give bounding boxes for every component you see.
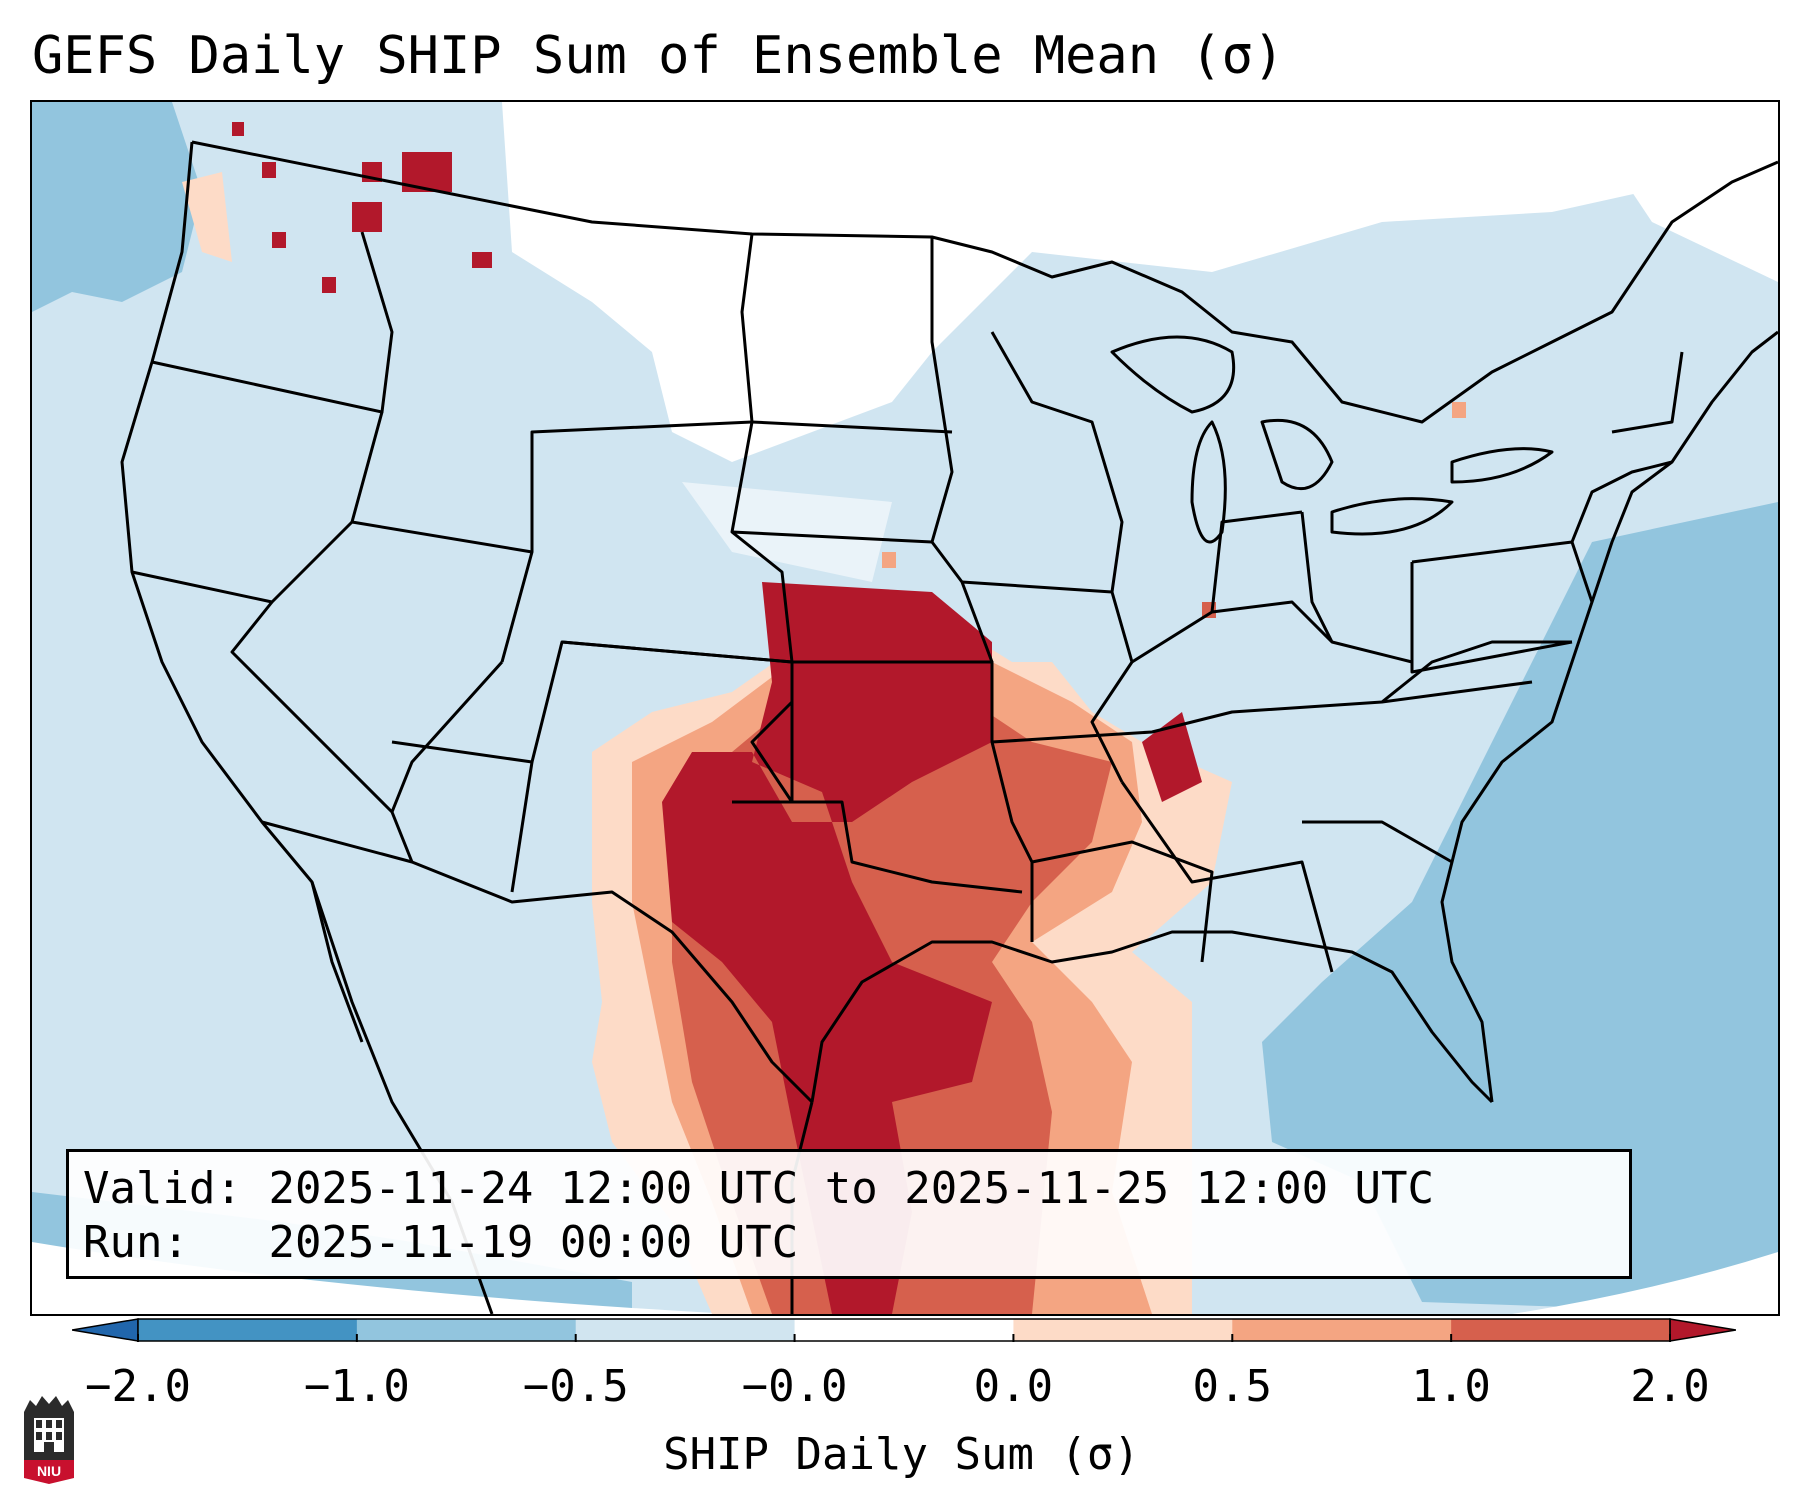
colorbar-under-arrow (72, 1318, 139, 1342)
run-info-box: Valid: 2025-11-24 12:00 UTC to 2025-11-2… (66, 1149, 1632, 1279)
run-line: Run: 2025-11-19 00:00 UTC (83, 1216, 1615, 1270)
colorbar-tick-7: 2.0 (1630, 1361, 1710, 1412)
map-canvas (32, 102, 1778, 1314)
colorbar-tick-2: −0.5 (522, 1361, 629, 1412)
chart-title: GEFS Daily SHIP Sum of Ensemble Mean (σ) (32, 26, 1285, 86)
valid-value: 2025-11-24 12:00 UTC to 2025-11-25 12:00… (268, 1163, 1435, 1214)
colorbar-bin-3 (794, 1319, 1014, 1341)
colorbar-label: SHIP Daily Sum (σ) (663, 1429, 1140, 1480)
colorbar (72, 1318, 1736, 1342)
run-value: 2025-11-19 00:00 UTC (268, 1217, 799, 1268)
colorbar-tick-5: 0.5 (1192, 1361, 1273, 1412)
colorbar-over-arrow (1669, 1318, 1736, 1342)
political-boundaries (120, 140, 1778, 1314)
colorbar-tick-0: −2.0 (85, 1361, 191, 1412)
colorbar-frame (137, 1318, 1671, 1342)
valid-label: Valid: (83, 1163, 242, 1214)
colorbar-tick-1: −1.0 (303, 1361, 410, 1412)
colorbar-bin-1 (356, 1319, 577, 1341)
positive-anomaly-peak (232, 122, 1202, 1314)
colorbar-bin-6 (1451, 1319, 1671, 1341)
colorbar-bin-5 (1232, 1319, 1452, 1341)
colorbar-tick-4: 0.0 (973, 1361, 1054, 1412)
logo-text: NIU (37, 1463, 61, 1479)
niu-logo: NIU (24, 1396, 74, 1484)
colorbar-tick-3: −0.0 (741, 1361, 848, 1412)
colorbar-bin-2 (575, 1319, 796, 1341)
near-zero-areas (502, 102, 1778, 582)
run-label: Run: (83, 1217, 189, 1268)
colorbar-bin-4 (1013, 1319, 1233, 1341)
valid-line: Valid: 2025-11-24 12:00 UTC to 2025-11-2… (83, 1162, 1615, 1216)
projection-edge (32, 1242, 732, 1314)
colorbar-bin-0 (138, 1319, 358, 1341)
map-panel[interactable] (30, 100, 1780, 1316)
colorbar-tick-6: 1.0 (1411, 1361, 1491, 1412)
projection-edge-right (1512, 1252, 1778, 1314)
